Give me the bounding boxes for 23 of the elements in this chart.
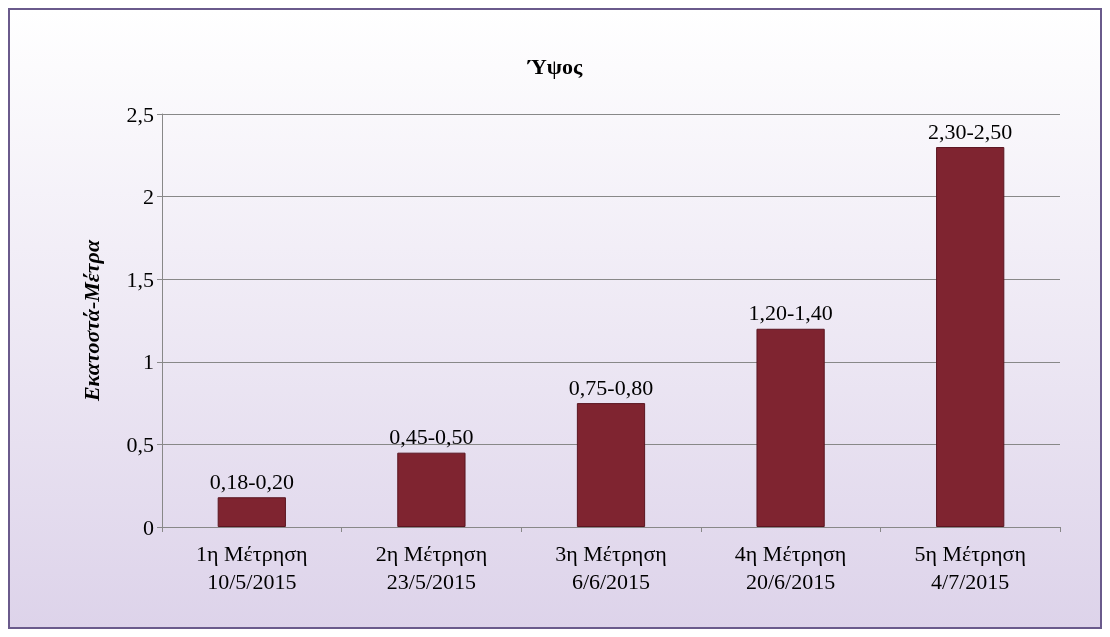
y-tick-label: 2,5 xyxy=(126,101,154,127)
bar xyxy=(756,328,825,527)
data-label: 1,20-1,40 xyxy=(748,300,833,326)
y-axis-title: Εκατοστά-Μέτρα xyxy=(78,239,104,403)
x-tick-label: 5η Μέτρηση 4/7/2015 xyxy=(914,540,1026,594)
y-tick-label: 0,5 xyxy=(126,431,154,457)
y-tick-label: 0 xyxy=(143,514,154,540)
chart-title: Ύψος xyxy=(526,53,583,79)
y-tick-label: 2 xyxy=(143,184,154,210)
bar xyxy=(936,147,1005,527)
y-tick-label: 1,5 xyxy=(126,266,154,292)
x-tick-label: 1η Μέτρηση 10/5/2015 xyxy=(196,540,308,594)
data-label: 0,18-0,20 xyxy=(209,468,294,494)
bar xyxy=(576,403,646,527)
y-tick-label: 1 xyxy=(143,349,154,375)
bar xyxy=(397,452,466,527)
x-tick-label: 4η Μέτρηση 20/6/2015 xyxy=(734,540,847,594)
data-label: 2,30-2,50 xyxy=(928,118,1013,144)
x-tick-label: 3η Μέτρηση 6/6/2015 xyxy=(555,540,667,594)
bar xyxy=(217,497,286,527)
x-tick-label: 2η Μέτρηση 23/5/2015 xyxy=(375,540,488,594)
data-label: 0,75-0,80 xyxy=(568,374,654,400)
data-label: 0,45-0,50 xyxy=(389,424,474,450)
